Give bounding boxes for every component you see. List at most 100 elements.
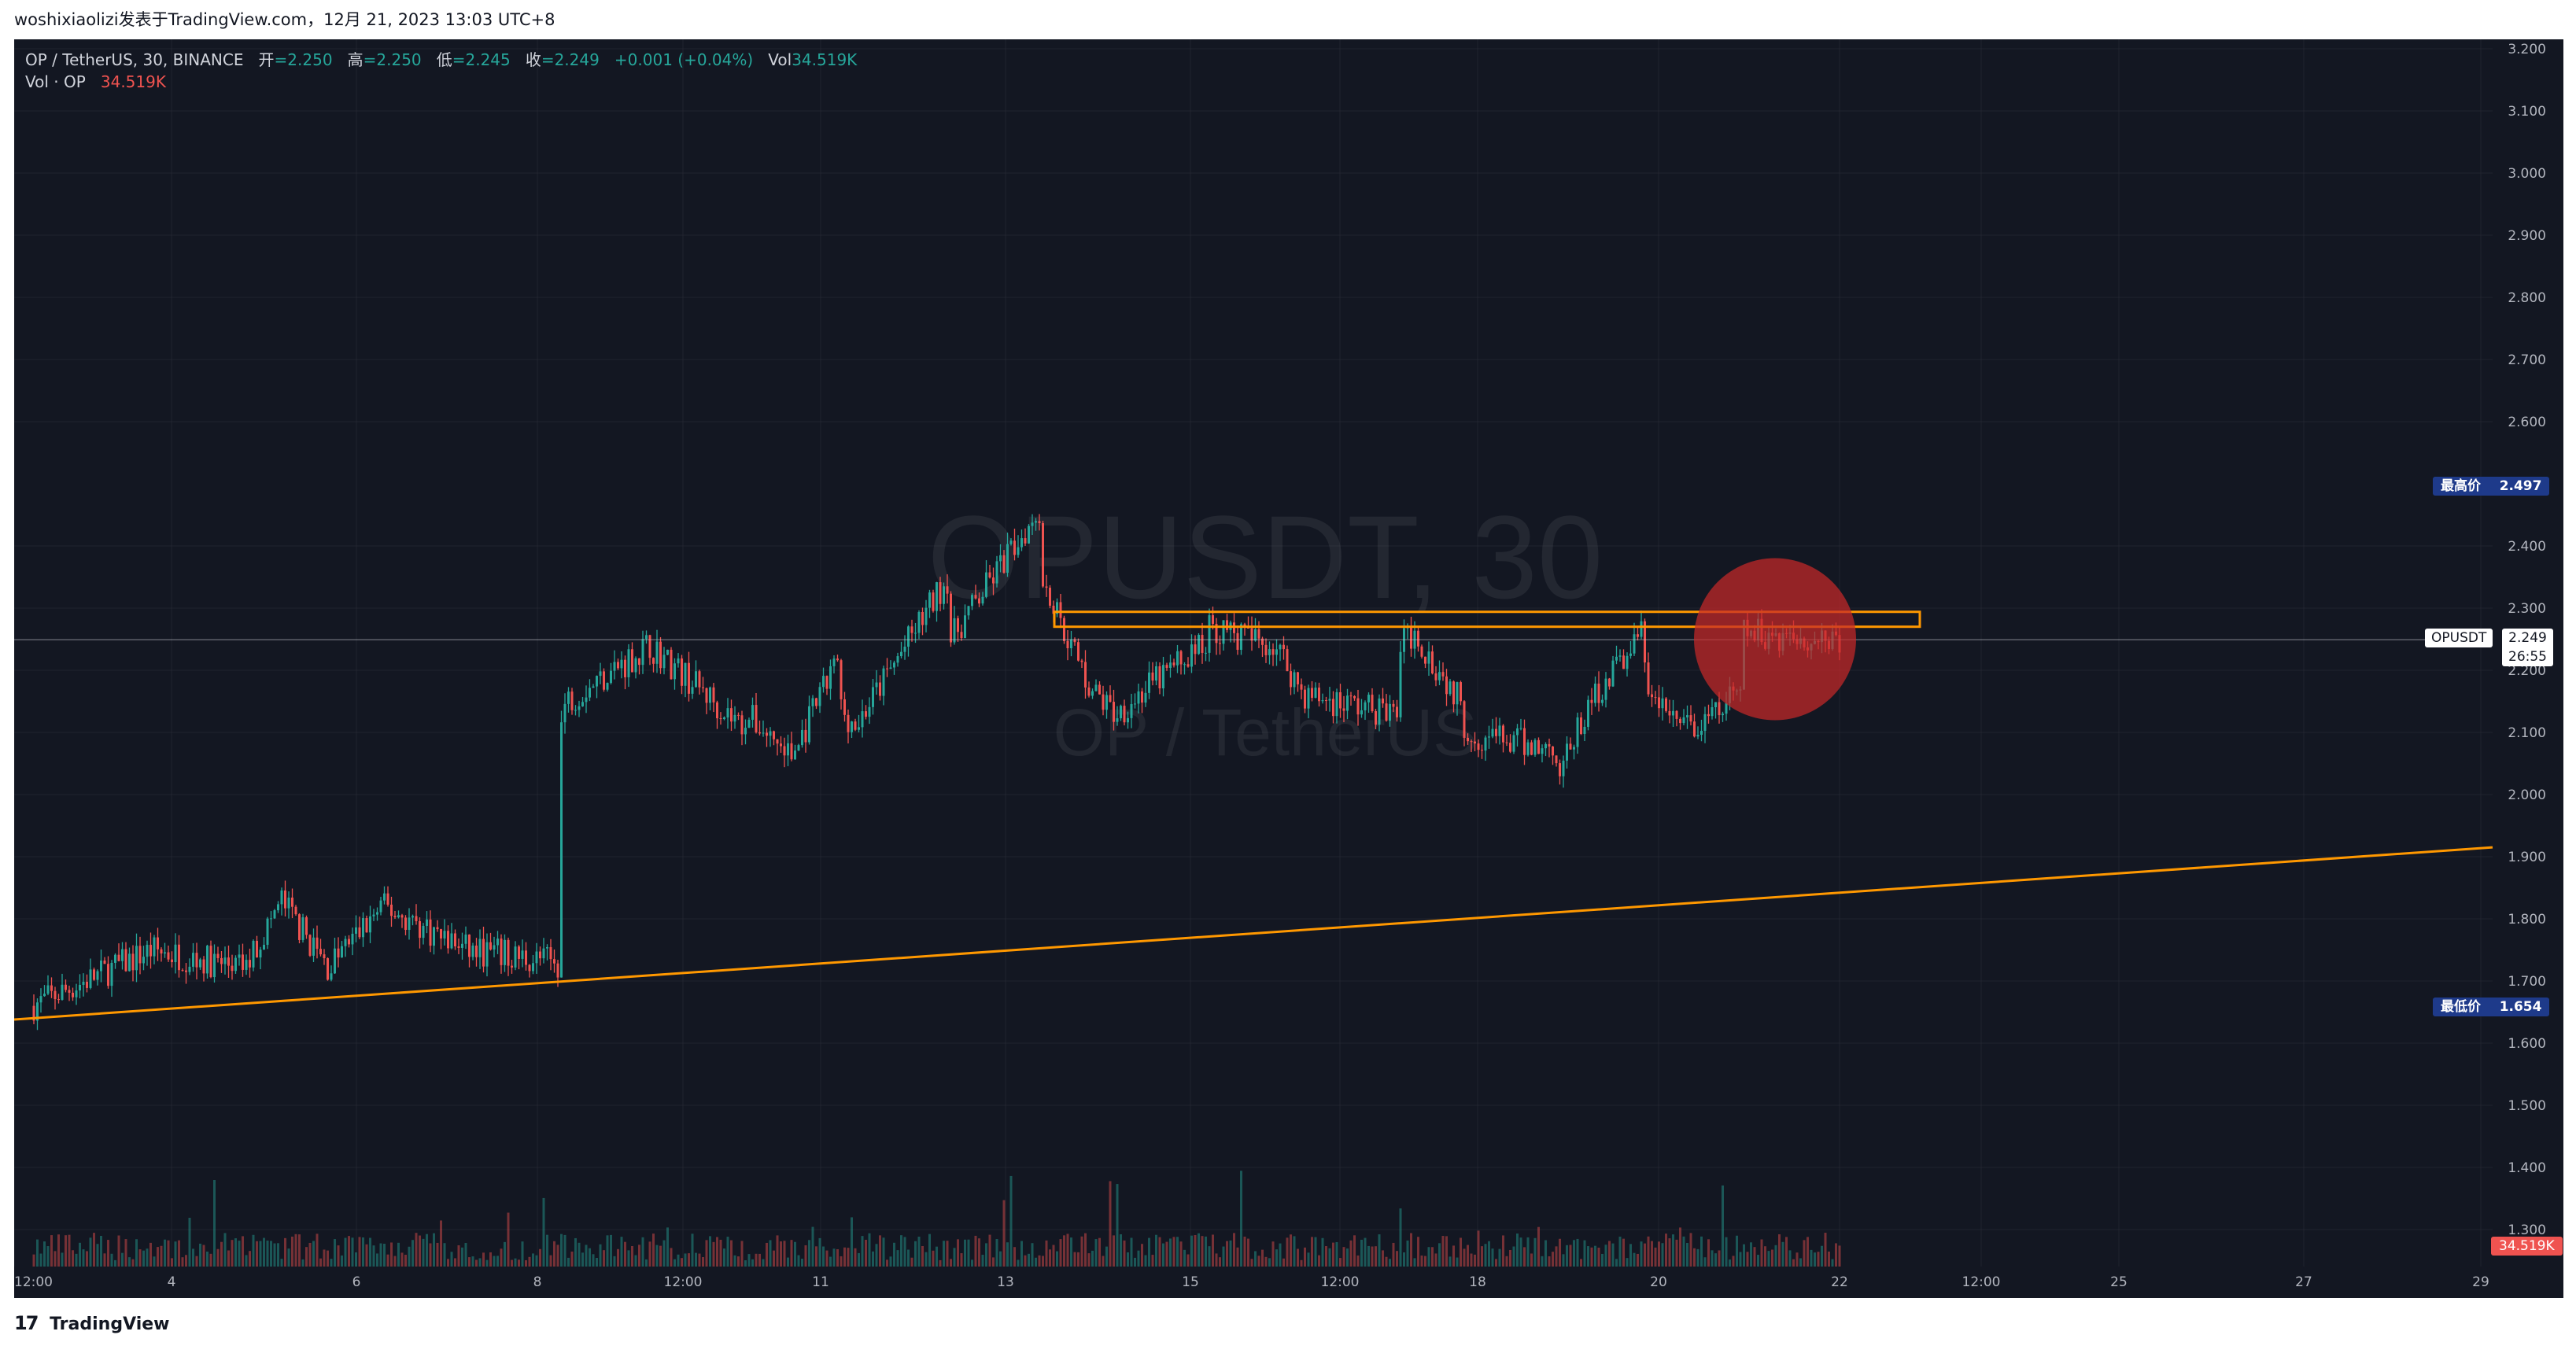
candle-body: [893, 662, 895, 668]
candle-body: [875, 682, 878, 688]
time-tick-0: 12:00: [14, 1274, 53, 1290]
candle-body: [847, 714, 850, 732]
volume-bar: [1640, 1241, 1643, 1267]
candle-body: [563, 703, 566, 723]
volume-bar: [157, 1247, 159, 1267]
candle-body: [999, 555, 1002, 562]
candle-body: [1073, 639, 1076, 643]
volume-bar: [1198, 1233, 1200, 1267]
volume-bar: [1243, 1236, 1246, 1267]
volume-bar: [1814, 1252, 1816, 1267]
volume-bar: [1661, 1243, 1664, 1267]
volume-bar: [1378, 1234, 1381, 1267]
candle-body: [1247, 627, 1249, 629]
volume-bar: [1608, 1241, 1611, 1267]
candle-body: [93, 969, 95, 980]
candle-body: [1580, 717, 1582, 735]
price-tick-17: 1.400: [2508, 1160, 2546, 1176]
volume-bar: [695, 1252, 697, 1267]
price-chart[interactable]: OPUSDT, 30 OP / TetherUS 3.200 3.100 3.000…: [14, 39, 2563, 1298]
candle-body: [1438, 672, 1441, 680]
candle-body: [744, 728, 747, 735]
volume-bar: [287, 1248, 290, 1267]
candle-body: [1113, 702, 1115, 722]
legend-vol: 34.519K: [792, 50, 858, 69]
volume-bar: [932, 1250, 935, 1267]
volume-bar: [1116, 1184, 1119, 1267]
candle-body: [1424, 656, 1426, 664]
volume-bar: [1431, 1247, 1434, 1267]
candle-body: [1091, 691, 1094, 696]
volume-bar: [1056, 1251, 1058, 1267]
candle-body: [589, 688, 591, 698]
candle-body: [1647, 662, 1650, 695]
volume-bar: [411, 1240, 414, 1267]
volume-bar: [1024, 1255, 1027, 1267]
candle-body: [351, 933, 354, 945]
candle-body: [316, 937, 319, 950]
volume-bar: [832, 1248, 836, 1267]
volume-bar: [928, 1234, 931, 1267]
candle-body: [1566, 743, 1568, 761]
volume-bar: [726, 1237, 729, 1267]
candle-body: [691, 687, 694, 694]
candle-body: [1427, 651, 1430, 664]
candle-body: [1637, 634, 1639, 637]
candle-body: [82, 981, 85, 985]
chart-area[interactable]: OPUSDT, 30 OP / TetherUS 3.200 3.100 3.000…: [14, 39, 2563, 1298]
volume-bar: [447, 1259, 449, 1267]
candle-body: [719, 718, 722, 720]
volume-bar: [400, 1252, 404, 1267]
candle-body: [1693, 721, 1696, 737]
candle-body: [1002, 555, 1006, 573]
volume-bar: [620, 1237, 623, 1267]
volume-bar: [766, 1242, 768, 1267]
volume-bar: [1257, 1256, 1260, 1267]
volume-bar: [1360, 1239, 1363, 1267]
volume-bar: [1559, 1238, 1561, 1267]
volume-bar: [1590, 1247, 1593, 1267]
volume-bar: [1077, 1252, 1079, 1267]
volume-bar: [1817, 1252, 1820, 1267]
candle-body: [100, 961, 102, 972]
volume-bar: [1481, 1246, 1483, 1267]
volume-bar: [1293, 1236, 1296, 1267]
volume-bar: [72, 1250, 74, 1267]
price-tick-1: 3.100: [2508, 104, 2546, 120]
volume-bar: [825, 1250, 829, 1267]
candle-body: [943, 586, 945, 604]
candle-body: [546, 946, 548, 949]
candle-body: [1618, 655, 1622, 657]
candle-body: [447, 931, 449, 949]
volume-bar: [1686, 1243, 1688, 1267]
volume-bar: [1162, 1243, 1164, 1267]
volume-bar: [914, 1241, 917, 1267]
candle-body: [1087, 687, 1091, 696]
current-price: 2.249: [2508, 630, 2547, 646]
volume-bar: [1268, 1258, 1271, 1267]
volume-bar: [592, 1254, 595, 1267]
candle-body: [525, 950, 527, 965]
candle-body: [655, 641, 659, 664]
candle-body: [787, 743, 789, 756]
volume-bar: [1622, 1238, 1625, 1267]
time-tick-10: 20: [1650, 1274, 1667, 1290]
volume-bar: [1781, 1241, 1784, 1267]
candle-body: [1718, 702, 1721, 716]
volume-bar: [511, 1259, 513, 1267]
low-price-label: 最低价: [2441, 999, 2481, 1015]
volume-bar: [1382, 1250, 1384, 1267]
candle-body: [1169, 662, 1172, 668]
candle-body: [1162, 665, 1164, 688]
price-axis: 3.200 3.100 3.000 2.900 2.800 2.700 2.600 2.400…: [2508, 42, 2546, 1238]
footer: 17 TradingView: [14, 1307, 170, 1339]
candle-body: [829, 666, 832, 689]
volume-bar: [964, 1239, 966, 1267]
candle-body: [79, 984, 81, 991]
candle-body: [1349, 695, 1353, 697]
volume-bar: [1743, 1244, 1745, 1267]
candle-body: [171, 959, 173, 963]
candle-body: [1725, 703, 1728, 714]
volume-bar: [910, 1257, 913, 1267]
volume-bar: [1017, 1259, 1020, 1267]
